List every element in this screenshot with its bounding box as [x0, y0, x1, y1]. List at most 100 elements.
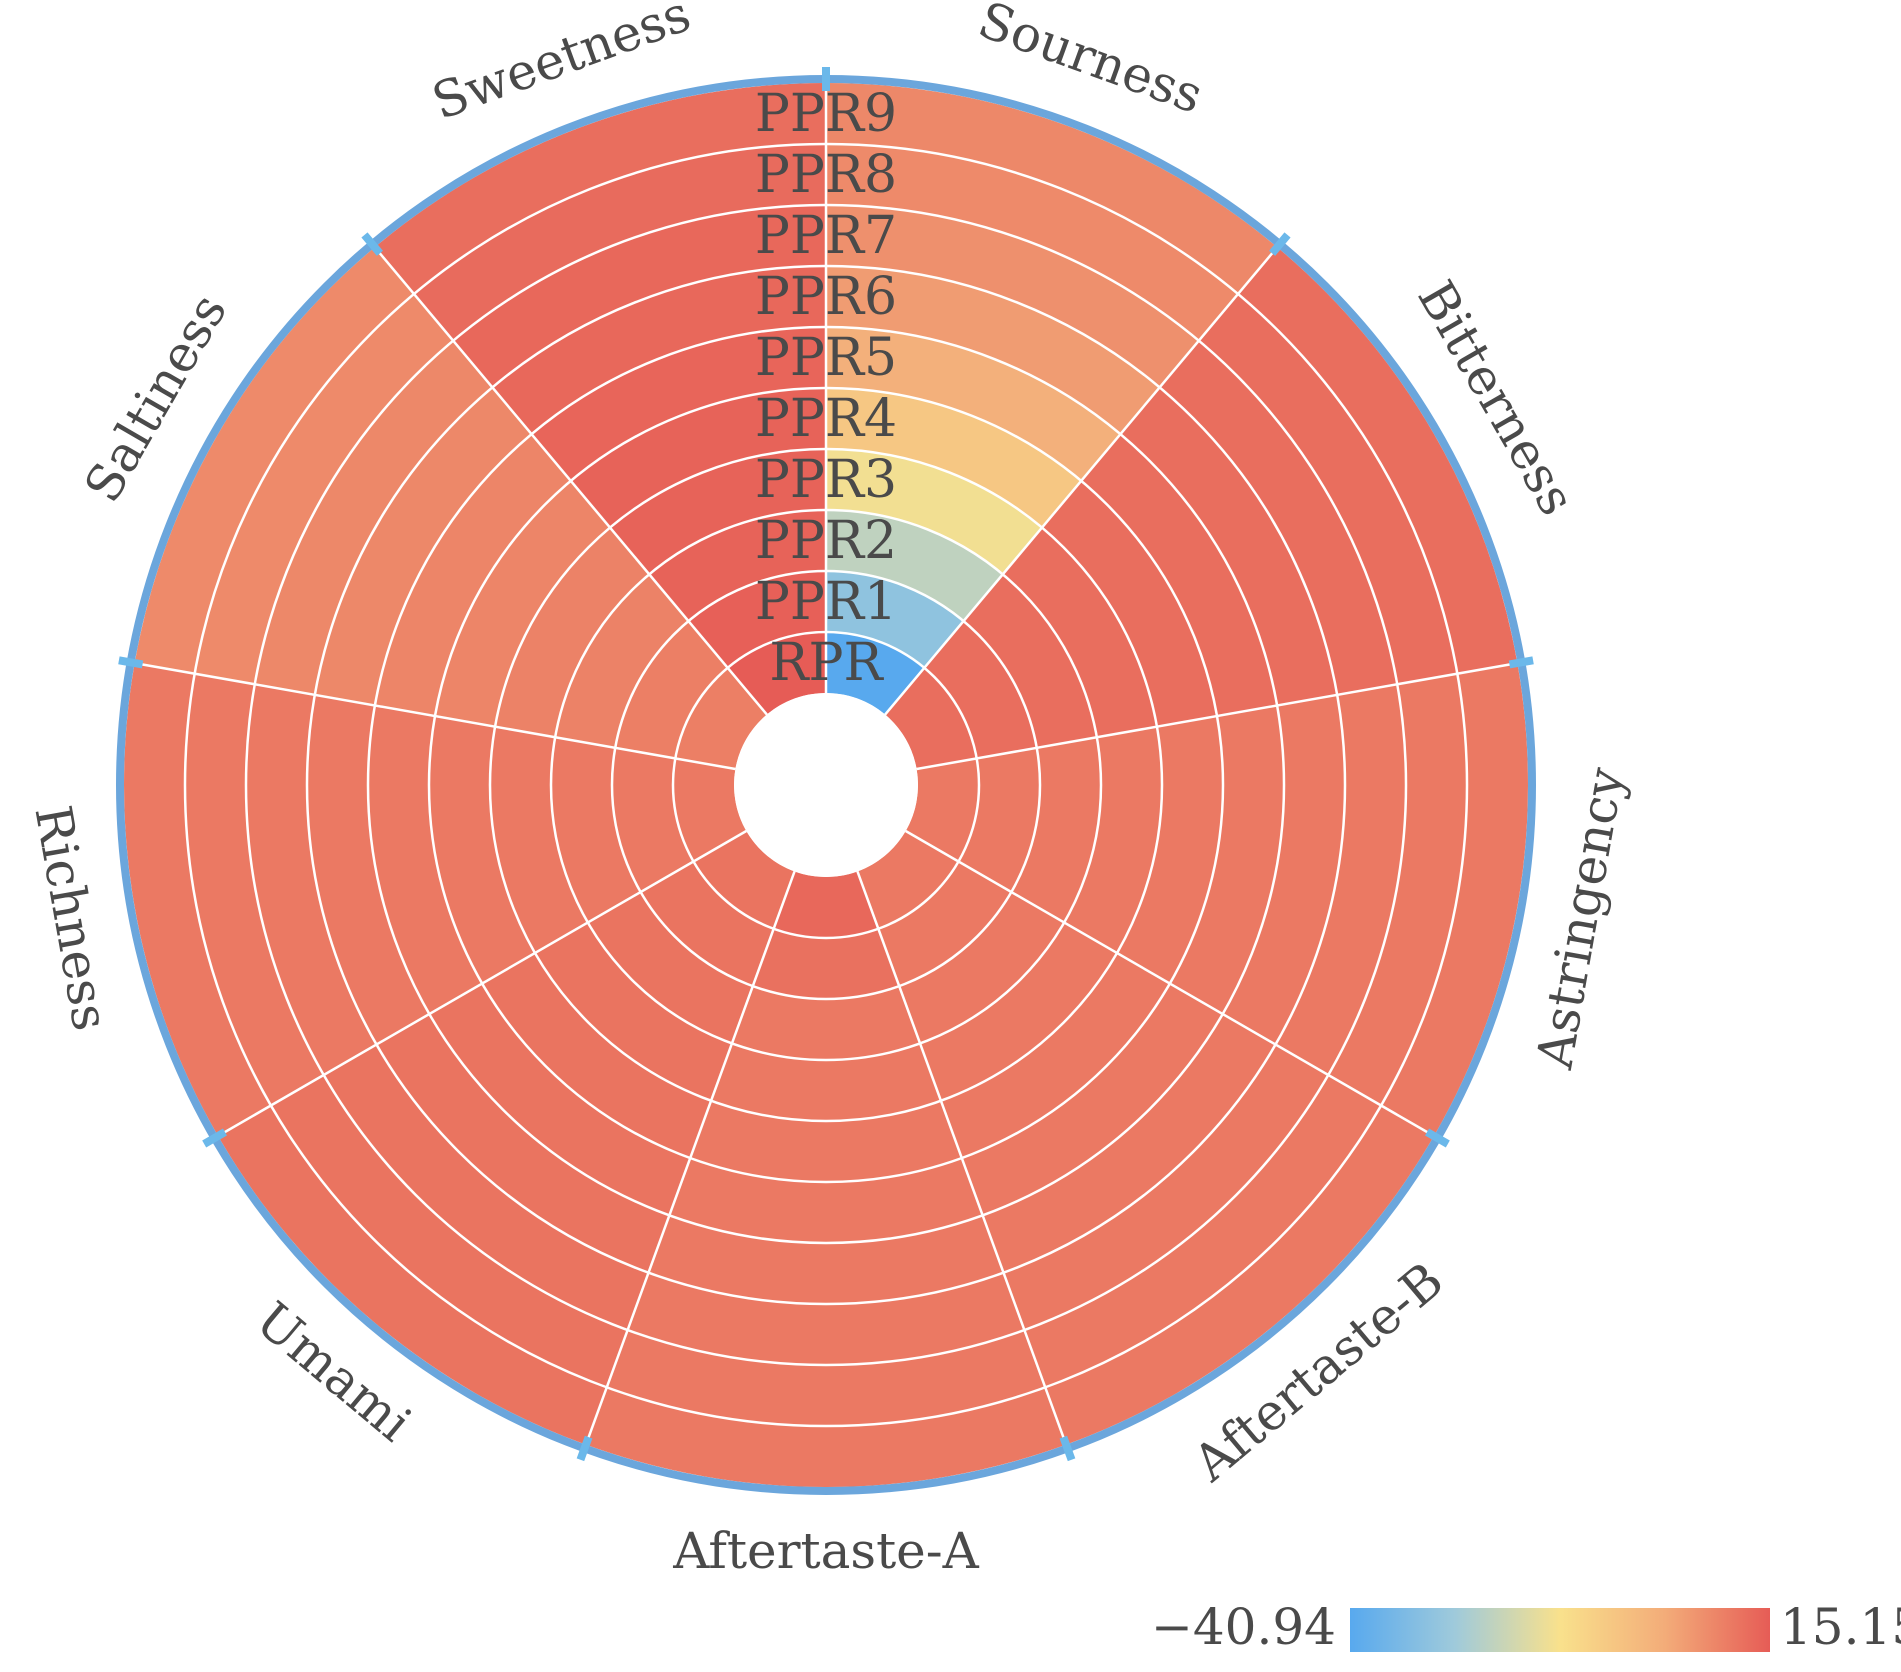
- cell-richness-ppr1: [612, 747, 694, 892]
- cell-aftertaste-a-ppr9: [585, 1387, 1067, 1487]
- sector-separator: [856, 871, 1068, 1446]
- colorbar: −40.94 15.15: [1151, 1598, 1901, 1656]
- cell-umami-ppr1: [640, 861, 774, 987]
- cell-aftertaste-b-ppr2: [899, 892, 1065, 1044]
- grid-lines: [134, 83, 1518, 1446]
- cell-aftertaste-a-ppr6: [648, 1215, 1004, 1304]
- axis-tick: [576, 1435, 593, 1462]
- ring-label-ppr6: PPR6: [755, 267, 897, 327]
- cell-sourness-ppr9: [826, 83, 1278, 294]
- sector-separator: [916, 661, 1518, 771]
- category-label-astringency: Astringency: [1525, 763, 1635, 1074]
- cell-aftertaste-a-ppr2: [731, 986, 921, 1060]
- colorbar-min-label: −40.94: [1151, 1598, 1336, 1656]
- cell-umami-rpr: [693, 831, 795, 929]
- ring-label-ppr4: PPR4: [755, 389, 897, 449]
- cell-sourness-ppr2: [826, 510, 1003, 622]
- axis-tick: [1269, 232, 1291, 256]
- category-label-aftertaste-a: Aftertaste-A: [672, 1522, 979, 1580]
- cell-aftertaste-b-ppr7: [1003, 1044, 1329, 1331]
- cell-umami-ppr7: [323, 1044, 649, 1331]
- axis-tick: [202, 1128, 227, 1148]
- cell-bitterness-ppr4: [1041, 480, 1217, 727]
- axis-tick: [1425, 1128, 1450, 1148]
- cell-sourness-rpr: [826, 632, 925, 715]
- axis-tick: [1508, 656, 1534, 669]
- cell-umami-ppr3: [535, 922, 732, 1101]
- cell-bitterness-ppr2: [963, 574, 1097, 748]
- cell-sweetness-ppr7: [453, 205, 826, 388]
- cell-saltiness-ppr3: [495, 527, 650, 738]
- sector-separator: [584, 871, 796, 1446]
- colorbar-bar: [1350, 1608, 1770, 1652]
- cell-richness-ppr4: [428, 716, 536, 984]
- cell-sweetness-ppr5: [531, 327, 826, 481]
- cell-aftertaste-a-ppr4: [690, 1100, 962, 1182]
- sector-separator: [134, 661, 736, 771]
- ring-label-ppr5: PPR5: [755, 328, 897, 388]
- heatmap-cells: [123, 83, 1528, 1487]
- cell-sweetness-ppr2: [649, 510, 826, 622]
- ring-label-ppr1: PPR1: [755, 572, 897, 632]
- cell-richness-ppr9: [123, 663, 271, 1136]
- cell-saltiness-ppr9: [134, 247, 414, 674]
- cell-sourness-ppr1: [826, 571, 964, 668]
- category-label-richness: Richness: [23, 801, 120, 1035]
- axis-tick: [118, 656, 144, 669]
- ring-label-ppr7: PPR7: [755, 206, 897, 266]
- cell-saltiness-ppr6: [314, 387, 532, 706]
- cell-aftertaste-a-ppr3: [711, 1043, 941, 1121]
- ring-label-ppr8: PPR8: [755, 145, 897, 205]
- ring-label-ppr9: PPR9: [755, 84, 897, 144]
- cell-umami-ppr4: [482, 953, 712, 1159]
- cell-aftertaste-b-ppr1: [878, 861, 1012, 987]
- cell-bitterness-ppr8: [1198, 293, 1458, 685]
- cell-sweetness-ppr6: [492, 266, 826, 435]
- center-hole: [734, 693, 918, 877]
- sector-separator: [884, 246, 1279, 716]
- cell-richness-ppr5: [367, 705, 483, 1014]
- cell-astringency-ppr2: [1011, 737, 1101, 923]
- cell-astringency-rpr: [905, 758, 979, 862]
- cell-astringency-ppr9: [1381, 663, 1528, 1136]
- ring-label-rpr: RPR: [769, 633, 884, 693]
- cell-bitterness-ppr5: [1081, 434, 1278, 717]
- outer-frame: [116, 67, 1536, 1495]
- colorbar-max-label: 15.15: [1780, 1598, 1901, 1656]
- cell-saltiness-ppr5: [374, 434, 571, 717]
- cell-bitterness-ppr9: [1238, 247, 1518, 674]
- cell-sweetness-ppr9: [374, 83, 826, 294]
- cell-aftertaste-b-ppr8: [1024, 1075, 1382, 1388]
- ring-label-ppr2: PPR2: [755, 511, 897, 571]
- cell-aftertaste-b-ppr6: [982, 1014, 1276, 1273]
- sector-separator: [373, 246, 768, 716]
- cell-saltiness-ppr1: [615, 621, 728, 759]
- cell-astringency-ppr1: [958, 747, 1040, 892]
- cell-aftertaste-a-ppr8: [606, 1330, 1046, 1426]
- axis-tick: [1059, 1435, 1076, 1462]
- cell-astringency-ppr3: [1064, 726, 1162, 953]
- cell-bitterness-rpr: [885, 667, 977, 770]
- cell-sweetness-rpr: [727, 632, 826, 715]
- cell-saltiness-rpr: [675, 667, 767, 770]
- cell-saltiness-ppr7: [254, 340, 493, 695]
- cell-saltiness-ppr4: [435, 480, 611, 727]
- cell-umami-ppr6: [376, 1014, 670, 1273]
- cell-aftertaste-a-rpr: [773, 871, 879, 939]
- cell-umami-ppr5: [429, 983, 691, 1216]
- cell-saltiness-ppr2: [555, 574, 689, 748]
- cell-sourness-ppr5: [826, 327, 1121, 481]
- cell-sweetness-ppr3: [610, 449, 826, 575]
- cell-richness-ppr3: [490, 726, 588, 953]
- ring-label-ppr3: PPR3: [755, 450, 897, 510]
- axis-tick: [361, 232, 383, 256]
- cell-aftertaste-b-rpr: [857, 831, 959, 929]
- cell-richness-rpr: [672, 758, 747, 862]
- cell-sweetness-ppr1: [688, 571, 826, 668]
- cell-umami-ppr2: [587, 892, 753, 1044]
- cell-richness-ppr2: [551, 737, 641, 923]
- cell-umami-ppr8: [270, 1075, 628, 1388]
- cell-bitterness-ppr6: [1120, 387, 1338, 706]
